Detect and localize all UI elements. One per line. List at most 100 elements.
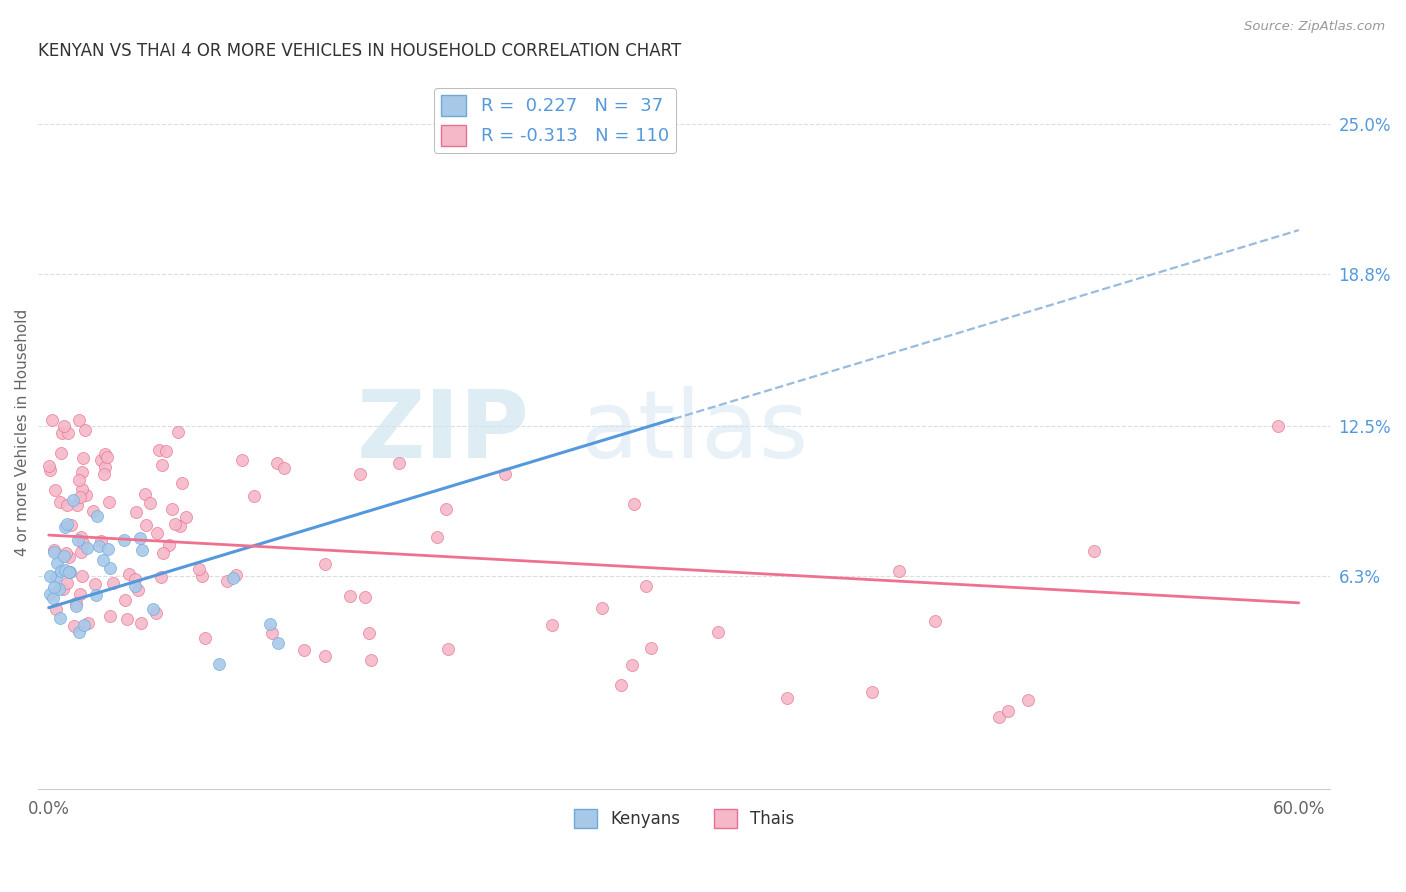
Text: Source: ZipAtlas.com: Source: ZipAtlas.com (1244, 20, 1385, 33)
Point (65, 599, 87, 613)
Point (924, 614, 946, 628)
Point (194, 631, 217, 645)
Point (634, 579, 657, 593)
Point (103, 576, 125, 591)
Point (112, 533, 135, 548)
Point (540, 618, 562, 632)
Point (70, 545, 93, 559)
Point (72, 536, 94, 550)
Point (231, 452, 253, 467)
Point (70, 465, 93, 479)
Point (98, 495, 121, 509)
Point (292, 643, 315, 657)
Point (58, 565, 80, 579)
Point (349, 467, 371, 482)
Point (58, 565, 80, 579)
Point (44, 545, 66, 559)
Point (75, 423, 97, 437)
Point (610, 678, 633, 692)
Point (70, 568, 93, 582)
Point (55, 546, 77, 560)
Point (45, 570, 67, 584)
Point (314, 649, 336, 664)
Point (52, 582, 75, 596)
Point (38, 587, 60, 601)
Point (124, 572, 146, 586)
Point (135, 518, 157, 533)
Point (48, 611, 70, 625)
Point (87, 539, 110, 553)
Point (215, 574, 238, 588)
Point (127, 582, 149, 597)
Point (623, 497, 645, 511)
Point (148, 442, 170, 457)
Point (56, 517, 79, 532)
Point (134, 487, 156, 501)
Point (426, 530, 449, 544)
Point (84, 576, 107, 591)
Point (339, 589, 361, 603)
Point (160, 502, 183, 516)
Point (172, 476, 194, 491)
Point (494, 467, 516, 481)
Point (67, 624, 90, 639)
Point (67, 473, 90, 487)
Point (72, 450, 94, 465)
Point (129, 615, 152, 630)
Point (69, 490, 91, 504)
Point (353, 590, 375, 604)
Point (49, 564, 72, 578)
Point (146, 525, 169, 540)
Point (98, 561, 121, 575)
Point (41, 413, 63, 427)
Text: atlas: atlas (581, 386, 808, 478)
Point (167, 425, 190, 440)
Point (59, 518, 82, 533)
Point (1017, 692, 1039, 706)
Point (93, 447, 115, 461)
Point (58, 565, 80, 579)
Point (208, 657, 231, 672)
Point (56, 426, 79, 441)
Point (997, 704, 1019, 718)
Point (70, 483, 93, 497)
Point (131, 542, 153, 557)
Point (776, 690, 799, 705)
Y-axis label: 4 or more Vehicles in Household: 4 or more Vehicles in Household (15, 309, 30, 556)
Point (53, 520, 76, 534)
Point (115, 612, 138, 626)
Point (45, 602, 67, 616)
Point (55, 498, 77, 512)
Point (52, 418, 75, 433)
Text: KENYAN VS THAI 4 OR MORE VEHICLES IN HOUSEHOLD CORRELATION CHART: KENYAN VS THAI 4 OR MORE VEHICLES IN HOU… (38, 42, 682, 60)
Point (38, 569, 60, 583)
Point (49, 495, 72, 509)
Point (58, 549, 80, 564)
Point (157, 538, 180, 552)
Text: ZIP: ZIP (356, 386, 529, 478)
Point (76, 541, 98, 555)
Point (434, 501, 457, 516)
Point (139, 496, 162, 510)
Point (707, 624, 730, 639)
Point (65, 596, 87, 610)
Point (90, 534, 112, 549)
Point (62, 619, 84, 633)
Point (48, 582, 70, 597)
Point (988, 709, 1011, 723)
Point (42, 591, 65, 606)
Point (243, 489, 266, 503)
Point (640, 641, 662, 656)
Point (129, 532, 152, 546)
Point (118, 567, 141, 582)
Point (437, 641, 460, 656)
Point (267, 636, 290, 650)
Point (67, 413, 90, 427)
Point (860, 685, 883, 699)
Point (93, 467, 115, 482)
Point (86, 587, 108, 601)
Point (145, 606, 167, 620)
Point (142, 602, 165, 616)
Point (51, 426, 73, 441)
Point (44, 483, 66, 497)
